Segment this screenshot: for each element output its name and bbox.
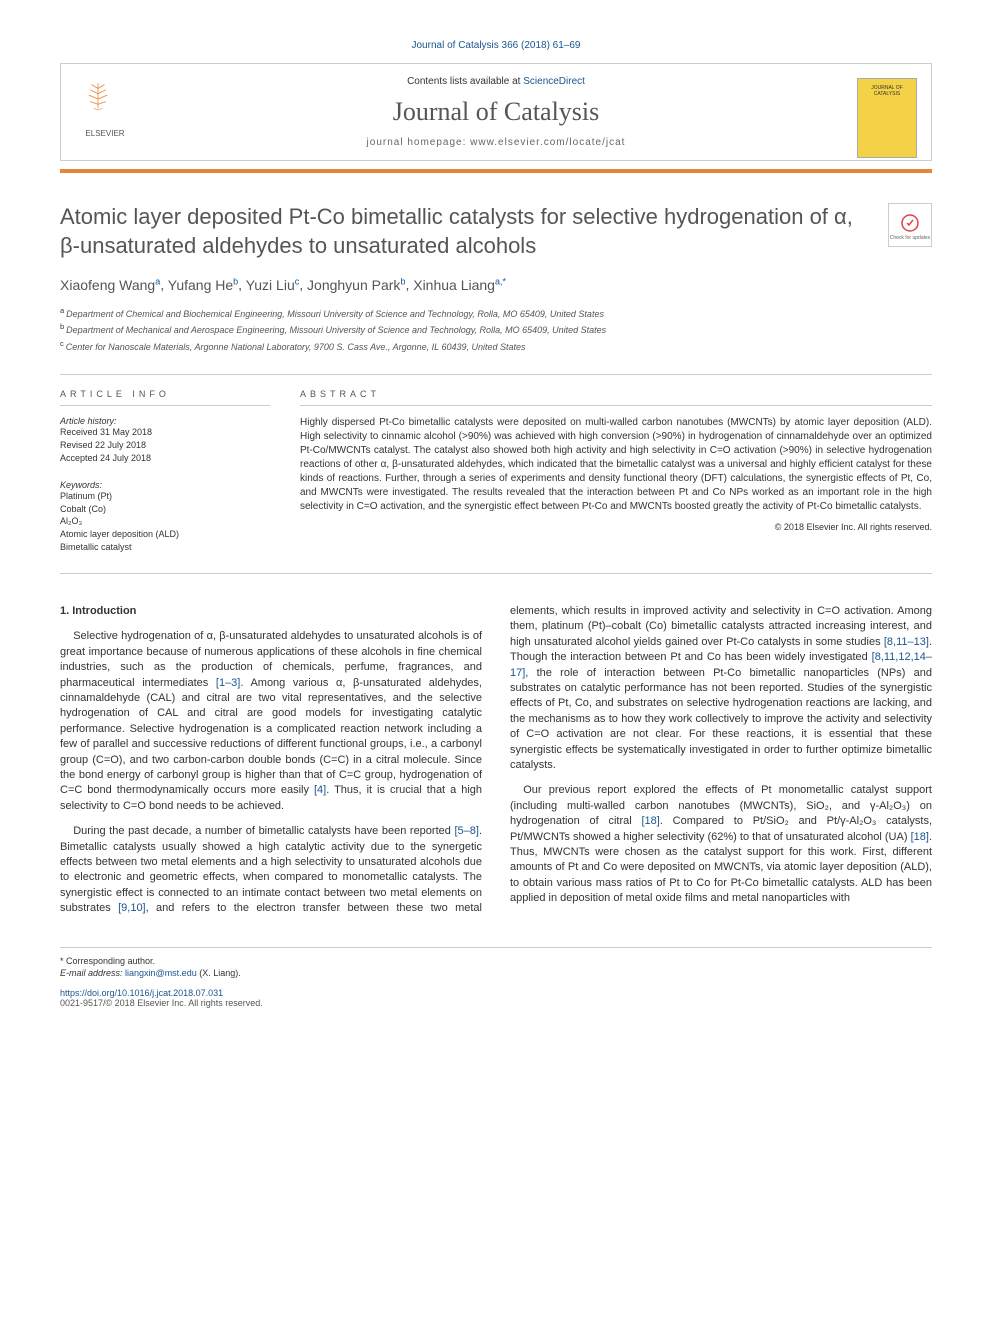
keyword-3: Atomic layer deposition (ALD) xyxy=(60,528,270,541)
ref-9-10[interactable]: [9,10] xyxy=(118,902,146,914)
affiliation-b: bDepartment of Mechanical and Aerospace … xyxy=(60,321,932,338)
footer: * Corresponding author. E-mail address: … xyxy=(60,947,932,1008)
keywords-label: Keywords: xyxy=(60,480,270,490)
affiliations: aDepartment of Chemical and Biochemical … xyxy=(60,305,932,355)
corresponding-author: * Corresponding author. xyxy=(60,956,932,966)
footer-copyright: 0021-9517/© 2018 Elsevier Inc. All right… xyxy=(60,998,932,1008)
header-citation: Journal of Catalysis 366 (2018) 61–69 xyxy=(60,40,932,51)
ref-8-11-13[interactable]: [8,11–13] xyxy=(884,636,929,648)
author-4: Xinhua Lianga,* xyxy=(413,277,506,293)
author-1: Yufang Heb xyxy=(168,277,238,293)
journal-homepage: journal homepage: www.elsevier.com/locat… xyxy=(61,137,931,148)
journal-cover: JOURNAL OF CATALYSIS xyxy=(857,78,917,158)
header-box: ELSEVIER JOURNAL OF CATALYSIS Contents l… xyxy=(60,63,932,161)
ref-18a[interactable]: [18] xyxy=(641,815,659,827)
email-line: E-mail address: liangxin@mst.edu (X. Lia… xyxy=(60,968,932,978)
ref-5-8[interactable]: [5–8] xyxy=(454,825,478,837)
author-2: Yuzi Liuc xyxy=(246,277,300,293)
article-title: Atomic layer deposited Pt-Co bimetallic … xyxy=(60,203,888,260)
authors-line: Xiaofeng Wanga, Yufang Heb, Yuzi Liuc, J… xyxy=(60,276,932,293)
ref-4[interactable]: [4] xyxy=(314,784,326,796)
author-3: Jonghyun Parkb xyxy=(307,277,405,293)
ref-18b[interactable]: [18] xyxy=(911,831,929,843)
body-columns: 1. Introduction Selective hydrogenation … xyxy=(60,604,932,916)
accent-bar xyxy=(60,169,932,173)
elsevier-logo: ELSEVIER xyxy=(75,78,135,148)
ref-1-3[interactable]: [1–3] xyxy=(216,677,240,689)
intro-para-1: Selective hydrogenation of α, β-unsatura… xyxy=(60,629,482,814)
affiliation-a: aDepartment of Chemical and Biochemical … xyxy=(60,305,932,322)
check-updates-icon xyxy=(900,213,920,233)
abstract-text: Highly dispersed Pt-Co bimetallic cataly… xyxy=(300,416,932,514)
email-link[interactable]: liangxin@mst.edu xyxy=(125,968,197,978)
doi-link[interactable]: https://doi.org/10.1016/j.jcat.2018.07.0… xyxy=(60,988,223,998)
elsevier-text: ELSEVIER xyxy=(75,129,135,138)
keyword-2: Al₂O₃ xyxy=(60,515,270,528)
abstract-label: ABSTRACT xyxy=(300,389,932,406)
journal-name: Journal of Catalysis xyxy=(61,97,931,127)
abstract-copyright: © 2018 Elsevier Inc. All rights reserved… xyxy=(300,522,932,532)
article-info-label: ARTICLE INFO xyxy=(60,389,270,406)
keyword-1: Cobalt (Co) xyxy=(60,503,270,516)
keyword-4: Bimetallic catalyst xyxy=(60,541,270,554)
history-revised: Revised 22 July 2018 xyxy=(60,439,270,452)
article-info-column: ARTICLE INFO Article history: Received 3… xyxy=(60,389,270,553)
check-updates-badge[interactable]: Check for updates xyxy=(888,203,932,247)
history-received: Received 31 May 2018 xyxy=(60,426,270,439)
author-0: Xiaofeng Wanga xyxy=(60,277,160,293)
abstract-column: ABSTRACT Highly dispersed Pt-Co bimetall… xyxy=(300,389,932,553)
contents-line: Contents lists available at ScienceDirec… xyxy=(61,76,931,87)
keyword-0: Platinum (Pt) xyxy=(60,490,270,503)
history-accepted: Accepted 24 July 2018 xyxy=(60,452,270,465)
doi-line: https://doi.org/10.1016/j.jcat.2018.07.0… xyxy=(60,988,932,998)
history-label: Article history: xyxy=(60,416,270,426)
intro-heading: 1. Introduction xyxy=(60,604,482,619)
intro-para-3: Our previous report explored the effects… xyxy=(510,783,932,906)
affiliation-c: cCenter for Nanoscale Materials, Argonne… xyxy=(60,338,932,355)
sciencedirect-link[interactable]: ScienceDirect xyxy=(523,76,585,87)
